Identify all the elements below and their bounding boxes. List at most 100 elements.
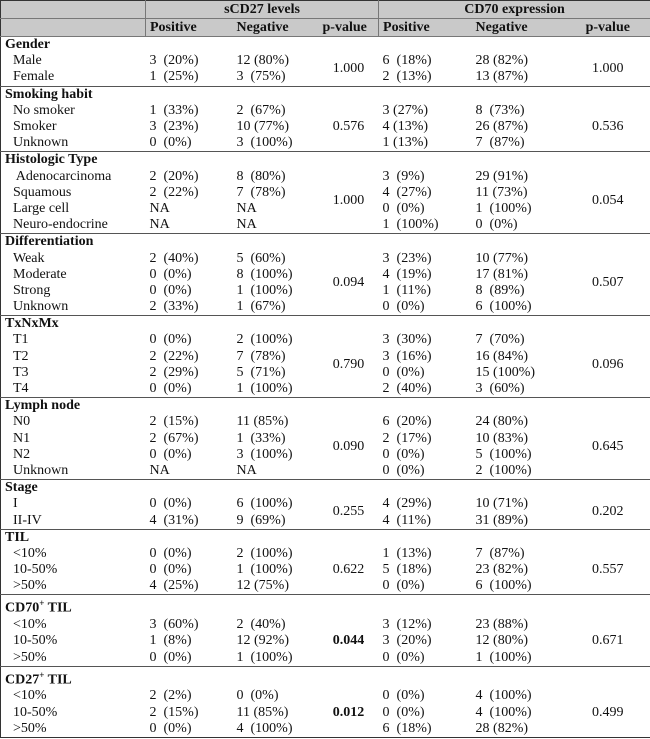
group-title: Differentiation [1,234,650,251]
scd27-pvalue: 0.094 [332,274,365,290]
scd27-negative-cell: 4 (100%) [236,720,293,736]
cd70-positive-cell: 0 (0%) [382,462,425,478]
group-header-row: Gender [1,37,650,54]
table-group: TxNxMx T1 0 (0%) 2 (100%) 0.790 3 (30%) 7 (70%… [0,315,650,398]
cd70-positive-cell: 3 (23%) [382,250,432,266]
scd27-negative-cell: 1 (100%) [236,562,293,578]
group-header-row: Smoking habit [1,86,650,103]
table-row: N2 0 (0%) 3 (100%) 0 (0%) 5 (100%) [1,447,650,463]
group-title-suffix: TIL [44,601,72,617]
table-row: Weak 2 (40%) 5 (60%) 0.094 3 (23%) 10 (77%) 0.… [1,250,650,290]
scd27-negative-cell: 3 (100%) [236,446,293,462]
scd27-negative-cell: 2 (67%) [236,102,286,118]
cd70-negative-cell: 6 (100%) [475,299,532,315]
table-row: No smoker 1 (33%) 2 (67%) 0.576 3 (27%) 8 (73… [1,102,650,134]
scd27-pvalue: 1.000 [332,61,365,77]
cd70-negative-cell: 8 (73%) [475,102,525,118]
cd70-positive-cell: 0 (0%) [382,299,425,315]
scd27-negative-cell: NA [236,462,257,478]
group-header-row: Differentiation [1,234,650,251]
table-row: Strong 0 (0%) 1 (100%) 1 (11%) 8 (89%) [1,283,650,299]
scd27-positive-cell: 0 (0%) [149,649,192,665]
group-title: CD70+ TIL [1,595,650,617]
table-row: Unknown 2 (33%) 1 (67%) 0 (0%) 6 (100%) [1,299,650,316]
table-group: Smoking habit No smoker 1 (33%) 2 (67%) 0.57… [0,86,650,152]
table-row: 10-50% 0 (0%) 1 (100%) 5 (18%) 23 (82%) [1,562,650,578]
cd70-positive-cell: 6 (18%) [382,53,432,69]
group-title-superscript: + [39,598,45,609]
group-title-text: Lymph node [5,398,81,414]
cd70-negative-cell: 16 (84%) [475,348,529,364]
table-row: I 0 (0%) 6 (100%) 0.255 4 (29%) 10 (71%) 0.202 [1,496,650,519]
table-row: Female 1 (25%) 3 (75%) 2 (13%) 13 (87%) [1,69,650,86]
scd27-negative-cell: 5 (71%) [236,364,286,380]
scd27-pvalue: 0.790 [332,356,365,372]
scd27-positive-cell: 1 (33%) [149,102,199,118]
scd27-negative-cell: 1 (33%) [236,430,286,446]
row-label: Male [13,53,42,69]
cd70-pvalue: 0.499 [592,704,624,720]
scd27-positive-cell: 0 (0%) [149,381,192,397]
cd70-pvalue: 0.671 [592,633,624,649]
cd70-negative-cell: 7 (87%) [475,135,525,151]
table-row: T1 0 (0%) 2 (100%) 0.790 3 (30%) 7 (70%) 0.096 [1,332,650,371]
table-group: CD70+ TIL <10% 3 (60%) 2 (40%) 0.044 3 (12%) 2… [0,594,650,666]
group-title-text: TIL [5,529,30,545]
scd27-positive-cell: 0 (0%) [149,720,192,736]
row-label: 10-50% [13,704,58,720]
table-row: Neuro-endocrine NA NA 1 (100%) 0 (0%) [1,217,650,234]
scd27-positive-cell: 1 (25%) [149,69,199,85]
cd70-negative-cell: 31 (89%) [475,512,529,528]
group-title: Gender [1,37,650,54]
row-label: >50% [13,578,47,594]
row-label: Strong [13,282,51,298]
scd27-negative-cell: 7 (78%) [236,184,286,200]
group-title-text: TxNxMx [5,316,59,332]
cd70-negative-cell: 28 (82%) [475,53,529,69]
scd27-positive-cell: 2 (22%) [149,348,199,364]
group-title: Smoking habit [1,86,650,103]
cd70-negative-cell: 15 (100%) [475,364,536,380]
row-label: T3 [13,364,29,380]
table-group: Histologic Type Adenocarcinoma 2 (20%) 8 (… [0,151,650,234]
table-row: T2 2 (22%) 7 (78%) 3 (16%) 16 (84%) [1,349,650,365]
row-label: <10% [13,545,47,561]
row-label: Squamous [13,184,72,200]
scd27-positive-cell: 4 (25%) [149,578,199,594]
scd27-positive-cell: 2 (20%) [149,168,199,184]
scd27-positive-cell: 2 (22%) [149,184,199,200]
table-row: 10-50% 1 (8%) 12 (92%) 3 (20%) 12 (80%) [1,633,650,649]
cd70-negative-cell: 8 (89%) [475,282,525,298]
scd27-negative-cell: 3 (100%) [236,135,293,151]
scd27-positive-cell: 0 (0%) [149,496,192,512]
group-title: TIL [1,529,650,546]
scd27-positive-cell: 0 (0%) [149,446,192,462]
group-title-text: Histologic Type [5,152,98,168]
group-title-text: Smoking habit [5,86,93,102]
group-title-text: Differentiation [5,234,94,250]
scd27-positive-cell: 4 (31%) [149,512,199,528]
cd70-positive-cell: 4 (13%) [382,119,429,135]
header-scd27-levels: sCD27 levels [144,0,379,19]
group-header-row: TxNxMx [1,316,650,333]
table-group: CD27+ TIL <10% 2 (2%) 0 (0%) 0.012 0 (0%) 4 (1… [0,666,650,737]
scd27-positive-cell: 0 (0%) [149,135,192,151]
cd70-negative-cell: 4 (100%) [475,704,532,720]
cd70-negative-cell: 12 (80%) [475,633,529,649]
cd70-positive-cell: 0 (0%) [382,649,425,665]
table-row: >50% 4 (25%) 12 (75%) 0 (0%) 6 (100%) [1,578,650,595]
cd70-negative-cell: 28 (82%) [475,720,529,736]
table-group: Gender Male 3 (20%) 12 (80%) 1.000 6 (18%) 28 … [0,36,650,87]
group-header-row: Lymph node [1,398,650,415]
cd70-negative-cell: 10 (77%) [475,250,529,266]
group-title: Lymph node [1,398,650,415]
cd70-negative-cell: 23 (82%) [475,562,529,578]
cd70-positive-cell: 2 (13%) [382,69,432,85]
cd70-positive-cell: 0 (0%) [382,704,425,720]
cd70-positive-cell: 3 (12%) [382,617,432,633]
scd27-positive-cell: NA [149,462,170,478]
scd27-negative-cell: 9 (69%) [236,512,286,528]
cd70-negative-cell: 10 (83%) [475,430,529,446]
cd70-positive-cell: 3 (27%) [382,102,429,118]
